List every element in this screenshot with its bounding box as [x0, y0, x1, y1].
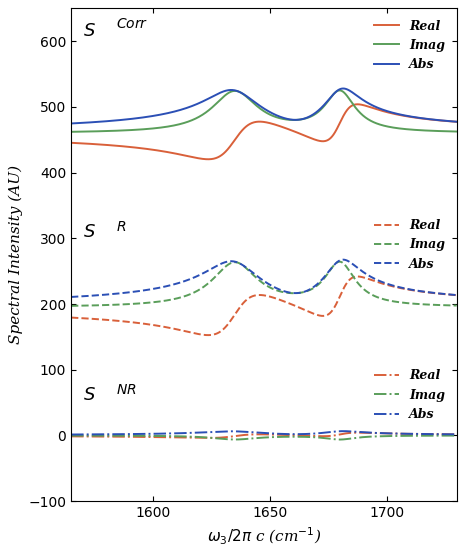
- Text: $\mathbf{\mathit{S}}$: $\mathbf{\mathit{S}}$: [83, 223, 96, 241]
- Text: $\mathit{NR}$: $\mathit{NR}$: [115, 384, 136, 397]
- Y-axis label: Spectral Intensity (AU): Spectral Intensity (AU): [8, 165, 23, 344]
- Text: $\mathbf{\mathit{S}}$: $\mathbf{\mathit{S}}$: [83, 22, 96, 41]
- Text: $\mathit{R}$: $\mathit{R}$: [115, 220, 126, 234]
- Text: $\mathit{Corr}$: $\mathit{Corr}$: [115, 17, 148, 31]
- Text: $\mathbf{\mathit{S}}$: $\mathbf{\mathit{S}}$: [83, 386, 96, 403]
- X-axis label: $\omega_3/2\pi$ c (cm$^{-1}$): $\omega_3/2\pi$ c (cm$^{-1}$): [207, 526, 321, 547]
- Legend: Real, Imag, Abs: Real, Imag, Abs: [369, 365, 451, 426]
